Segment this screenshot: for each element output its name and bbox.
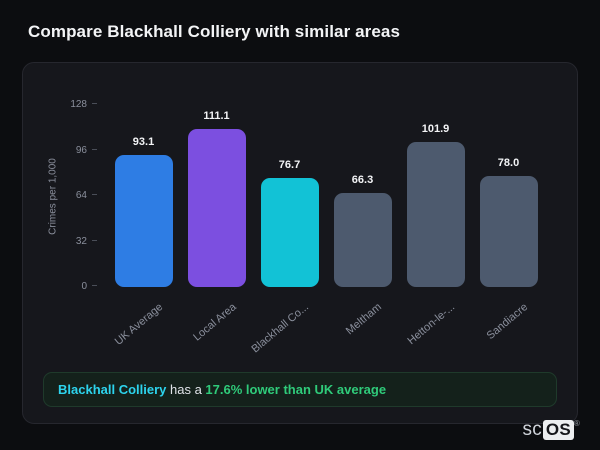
registered-mark: ® <box>573 419 580 428</box>
x-axis-label: Hetton-le-... <box>405 301 458 348</box>
bar-slot: 76.7 Blackhall Co... <box>250 105 326 355</box>
y-tick-value: 32 <box>75 235 87 247</box>
bar-slot: 101.9 Hetton-le-... <box>399 105 472 347</box>
bar-value-label: 78.0 <box>497 157 520 169</box>
comparison-callout: Blackhall Colliery has a 17.6% lower tha… <box>43 372 557 407</box>
bar-value-label: 66.3 <box>351 174 374 186</box>
y-tick-value: 0 <box>81 281 87 292</box>
y-tick-mark <box>92 285 97 286</box>
bar-value-label: 111.1 <box>203 110 230 122</box>
bar[interactable] <box>406 142 465 287</box>
x-axis-label: Blackhall Co... <box>249 301 312 356</box>
bar-value-label: 93.1 <box>132 136 155 148</box>
y-tick-value: 128 <box>70 99 87 110</box>
callout-connector: has a <box>166 382 206 397</box>
y-tick-label: 96 <box>76 144 97 158</box>
plot-area: 93.1 UK Average 111.1 Local Area 76.7 Blackha… <box>107 105 545 355</box>
callout-highlight: 17.6% lower than UK average <box>205 382 387 397</box>
x-axis-label: Meltham <box>344 301 385 338</box>
y-tick-mark <box>92 239 97 241</box>
bar-slot: 93.1 UK Average <box>107 105 180 348</box>
y-tick-value: 96 <box>75 144 87 156</box>
x-axis-label: UK Average <box>112 301 166 348</box>
scos-logo: sc OS ® <box>523 419 580 441</box>
bars-container: 93.1 UK Average 111.1 Local Area 76.7 Blackha… <box>107 105 545 355</box>
bar-slot: 111.1 Local Area <box>180 105 253 344</box>
bar-value-label: 76.7 <box>278 159 301 171</box>
x-axis-label: Sandiacre <box>484 301 531 343</box>
bar[interactable] <box>260 178 319 287</box>
bar[interactable] <box>187 129 246 287</box>
y-tick-label: 64 <box>76 189 97 203</box>
y-tick-label: 128 <box>70 98 97 112</box>
y-tick-label: 32 <box>76 235 97 249</box>
chart-card: Crimes per 1,000 0 32 64 96 128 93.1 UK Avera… <box>22 62 578 424</box>
bar[interactable] <box>114 155 173 287</box>
bar-slot: 78.0 Sandiacre <box>472 105 545 342</box>
callout-area-name: Blackhall Colliery <box>58 382 167 397</box>
bar-value-label: 101.9 <box>421 123 450 135</box>
bar[interactable] <box>333 193 392 287</box>
bar-chart: Crimes per 1,000 0 32 64 96 128 93.1 UK Avera… <box>43 79 557 371</box>
x-axis-label: Local Area <box>190 301 239 344</box>
bar[interactable] <box>479 176 538 287</box>
logo-prefix: sc <box>522 419 542 440</box>
y-tick-mark <box>92 148 97 150</box>
y-tick-label: 0 <box>81 280 97 294</box>
y-tick-value: 64 <box>75 190 87 201</box>
bar-slot: 66.3 Meltham <box>326 105 399 337</box>
logo-boxed-text: OS <box>542 420 574 440</box>
y-tick-mark <box>92 103 97 104</box>
y-tick-mark <box>92 194 97 195</box>
page-title: Compare Blackhall Colliery with similar … <box>28 22 401 41</box>
y-axis: 0 32 64 96 128 <box>43 99 99 292</box>
